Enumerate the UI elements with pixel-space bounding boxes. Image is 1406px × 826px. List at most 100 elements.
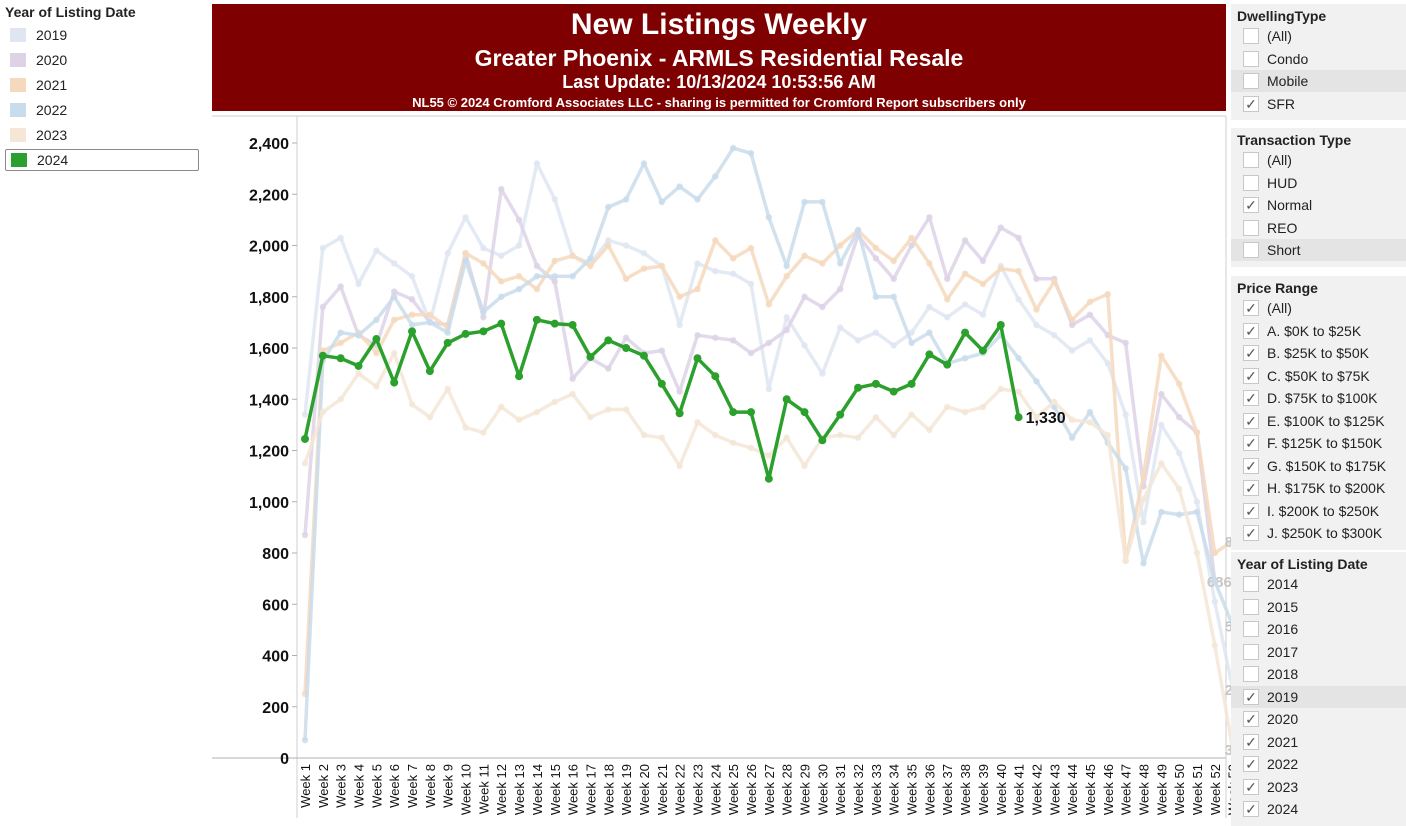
filter-option[interactable]: (All): [1231, 149, 1406, 171]
filter-option-label: 2018: [1267, 666, 1299, 682]
checkbox-checked-icon[interactable]: ✓: [1243, 733, 1259, 750]
filter-option[interactable]: HUD: [1231, 172, 1406, 194]
legend-item-2023[interactable]: 2023: [5, 124, 199, 146]
checkbox-checked-icon[interactable]: ✓: [1243, 435, 1259, 451]
filter-option[interactable]: Condo: [1231, 48, 1406, 70]
checkbox-checked-icon[interactable]: ✓: [1243, 345, 1259, 361]
last-update-text: Last Update: 10/13/2024 10:53:56 AM: [562, 72, 876, 92]
data-point-2023: [408, 401, 416, 408]
checkbox-empty-icon[interactable]: [1243, 576, 1259, 592]
filter-option[interactable]: ✓ 2021: [1231, 731, 1406, 753]
series-end-label-2024: 1,330: [1026, 410, 1066, 427]
data-point-2021: [426, 311, 434, 318]
data-point-2023: [355, 370, 362, 377]
x-tick-label: Week 10: [459, 764, 474, 815]
checkbox-empty-icon[interactable]: [1243, 219, 1259, 236]
filter-option[interactable]: ✓ G. $150K to $175K: [1231, 455, 1406, 477]
series-line-2022: [303, 146, 1235, 741]
legend-item-2020[interactable]: 2020: [5, 49, 199, 71]
data-point-2024: [800, 408, 809, 417]
filter-option[interactable]: 2014: [1231, 573, 1406, 595]
filter-panel-1: Transaction Type (All) HUD ✓ Normal REO Short: [1231, 128, 1406, 267]
checkbox-empty-icon[interactable]: [1243, 174, 1259, 191]
filter-option[interactable]: ✓ 2023: [1231, 776, 1406, 798]
legend-item-2024[interactable]: 2024: [5, 149, 199, 171]
data-point-2023: [872, 413, 880, 421]
y-tick-label: 600: [262, 597, 289, 614]
filter-option[interactable]: ✓ E. $100K to $125K: [1231, 410, 1406, 432]
filter-option[interactable]: ✓ Normal: [1231, 194, 1406, 216]
checkbox-empty-icon[interactable]: [1243, 50, 1259, 67]
checkbox-checked-icon[interactable]: ✓: [1243, 801, 1259, 817]
legend-swatch: [10, 78, 26, 92]
filter-option[interactable]: 2016: [1231, 618, 1406, 640]
filter-option[interactable]: ✓ 2020: [1231, 708, 1406, 730]
data-point-2022: [640, 160, 648, 167]
filter-option-label: 2016: [1267, 621, 1299, 637]
checkbox-empty-icon[interactable]: [1243, 598, 1259, 615]
checkbox-empty-icon[interactable]: [1243, 73, 1259, 89]
filter-option[interactable]: 2018: [1231, 663, 1406, 685]
checkbox-checked-icon[interactable]: ✓: [1243, 525, 1259, 541]
checkbox-checked-icon[interactable]: ✓: [1243, 412, 1259, 429]
checkbox-empty-icon[interactable]: [1243, 242, 1259, 258]
legend-item-2022[interactable]: 2022: [5, 99, 199, 121]
x-tick-label: Week 50: [1172, 764, 1187, 815]
filter-option[interactable]: ✓ F. $125K to $150K: [1231, 432, 1406, 454]
filter-option[interactable]: ✓ 2024: [1231, 798, 1406, 820]
y-tick-label: 1,000: [249, 495, 289, 512]
checkbox-empty-icon[interactable]: [1243, 643, 1259, 660]
filter-option[interactable]: ✓ D. $75K to $100K: [1231, 387, 1406, 409]
data-point-2019: [373, 247, 380, 254]
data-point-2024: [390, 378, 399, 387]
filter-option[interactable]: ✓ 2022: [1231, 753, 1406, 775]
filter-option[interactable]: ✓ J. $250K to $300K: [1231, 522, 1406, 544]
checkbox-empty-icon[interactable]: [1243, 152, 1259, 168]
filter-panel-title: DwellingType: [1237, 8, 1327, 24]
year-legend: Year of Listing Date 2019 2020 2021 2022 202…: [0, 0, 205, 171]
filter-option[interactable]: ✓ H. $175K to $200K: [1231, 477, 1406, 499]
filter-option[interactable]: Mobile: [1231, 70, 1406, 92]
checkbox-checked-icon[interactable]: ✓: [1243, 457, 1259, 474]
filter-option[interactable]: 2017: [1231, 641, 1406, 663]
filter-option[interactable]: ✓ 2019: [1231, 685, 1406, 708]
data-point-2019: [1051, 331, 1058, 339]
filter-option[interactable]: ✓ B. $25K to $50K: [1231, 342, 1406, 364]
checkbox-checked-icon[interactable]: ✓: [1243, 480, 1259, 496]
filter-option[interactable]: (All): [1231, 25, 1406, 47]
data-point-2023: [533, 408, 541, 416]
checkbox-empty-icon[interactable]: [1243, 666, 1259, 682]
filter-option[interactable]: ✓ C. $50K to $75K: [1231, 365, 1406, 387]
filter-option[interactable]: ✓ I. $200K to $250K: [1231, 500, 1406, 522]
checkbox-checked-icon[interactable]: ✓: [1243, 711, 1259, 727]
legend-item-2019[interactable]: 2019: [5, 24, 199, 46]
checkbox-checked-icon[interactable]: ✓: [1243, 322, 1259, 339]
checkbox-checked-icon[interactable]: ✓: [1243, 95, 1259, 112]
checkbox-checked-icon[interactable]: ✓: [1243, 300, 1259, 316]
y-tick-label: 2,200: [249, 187, 289, 204]
checkbox-empty-icon[interactable]: [1243, 28, 1259, 44]
checkbox-checked-icon[interactable]: ✓: [1243, 367, 1259, 384]
filter-option[interactable]: 2015: [1231, 596, 1406, 618]
legend-item-2021[interactable]: 2021: [5, 74, 199, 96]
data-point-2024: [1014, 413, 1023, 422]
data-point-2019: [1193, 498, 1201, 505]
checkbox-checked-icon[interactable]: ✓: [1243, 688, 1259, 705]
checkbox-checked-icon[interactable]: ✓: [1243, 390, 1259, 406]
filter-option[interactable]: REO: [1231, 217, 1406, 239]
filter-option[interactable]: ✓ A. $0K to $25K: [1231, 320, 1406, 342]
data-point-2019: [462, 214, 469, 221]
checkbox-checked-icon[interactable]: ✓: [1243, 502, 1259, 519]
checkbox-empty-icon[interactable]: [1243, 621, 1259, 637]
filter-option-label: 2021: [1267, 733, 1299, 750]
filter-option[interactable]: Short: [1231, 239, 1406, 261]
checkbox-checked-icon[interactable]: ✓: [1243, 197, 1259, 213]
data-point-2022: [765, 214, 773, 221]
data-point-2019: [1015, 296, 1022, 303]
checkbox-checked-icon[interactable]: ✓: [1243, 756, 1259, 772]
checkbox-checked-icon[interactable]: ✓: [1243, 778, 1259, 795]
filter-option[interactable]: ✓ (All): [1231, 297, 1406, 319]
filter-option[interactable]: ✓ SFR: [1231, 93, 1406, 115]
data-point-2023: [319, 408, 327, 416]
filter-option-label: (All): [1267, 28, 1292, 44]
